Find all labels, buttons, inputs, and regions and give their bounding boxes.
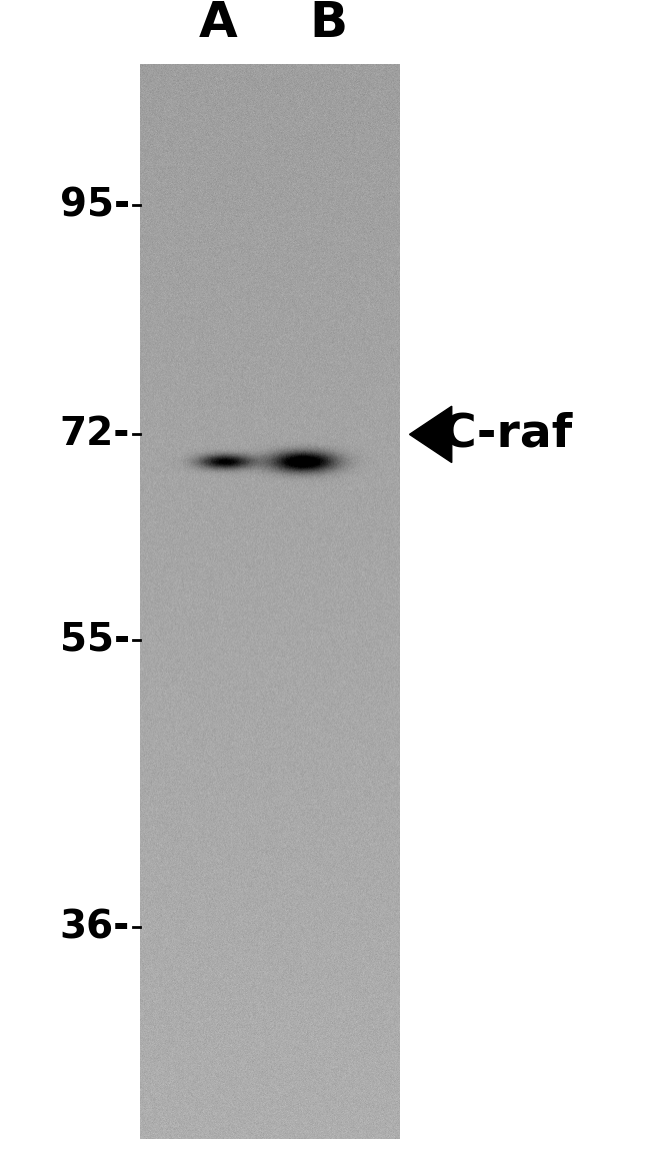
Text: 95-: 95-: [60, 187, 130, 224]
Text: 55-: 55-: [60, 621, 130, 659]
Text: A: A: [198, 0, 237, 47]
Text: B: B: [309, 0, 347, 47]
Polygon shape: [410, 406, 452, 463]
Text: 36-: 36-: [60, 909, 130, 946]
Text: C-raf: C-raf: [442, 412, 573, 457]
Text: 72-: 72-: [60, 416, 130, 453]
